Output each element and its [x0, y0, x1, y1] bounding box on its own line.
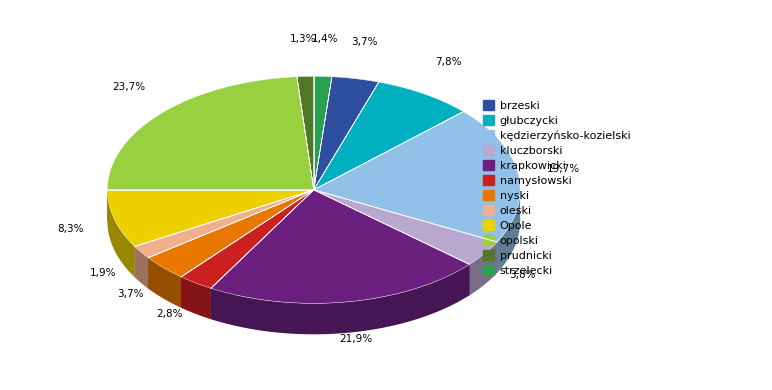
Polygon shape [148, 190, 313, 289]
Polygon shape [297, 76, 313, 190]
Polygon shape [313, 190, 469, 295]
Text: 3,7%: 3,7% [117, 289, 144, 299]
Polygon shape [181, 277, 211, 319]
Polygon shape [107, 190, 313, 221]
Polygon shape [313, 190, 469, 295]
Polygon shape [181, 190, 313, 308]
Text: 1,4%: 1,4% [312, 34, 338, 44]
Text: 1,3%: 1,3% [290, 34, 317, 44]
Polygon shape [135, 246, 148, 289]
Polygon shape [135, 190, 313, 277]
Polygon shape [313, 190, 497, 273]
Polygon shape [107, 190, 135, 277]
Polygon shape [148, 190, 313, 289]
Text: 1,9%: 1,9% [90, 268, 117, 278]
Polygon shape [211, 190, 469, 303]
Polygon shape [313, 76, 332, 190]
Polygon shape [211, 190, 313, 319]
Polygon shape [181, 190, 313, 308]
Polygon shape [181, 190, 313, 288]
Polygon shape [313, 190, 497, 264]
Text: 7,8%: 7,8% [435, 57, 462, 67]
Polygon shape [313, 77, 379, 190]
Legend: brzeski, głubczycki, kędzierzyńsko-kozielski, kluczborski, krapkowicki, namysłow: brzeski, głubczycki, kędzierzyńsko-kozie… [483, 100, 631, 276]
Text: 3,8%: 3,8% [509, 270, 535, 280]
Text: 21,9%: 21,9% [339, 334, 372, 344]
Text: 3,7%: 3,7% [351, 37, 378, 47]
Polygon shape [135, 190, 313, 277]
Polygon shape [107, 190, 313, 246]
Polygon shape [107, 77, 313, 190]
Polygon shape [148, 190, 313, 277]
Polygon shape [211, 190, 313, 319]
Polygon shape [135, 190, 313, 258]
Polygon shape [107, 190, 313, 221]
Polygon shape [148, 258, 181, 308]
Polygon shape [313, 82, 463, 190]
Text: 23,7%: 23,7% [112, 82, 145, 92]
Text: 8,3%: 8,3% [57, 224, 83, 234]
Polygon shape [313, 190, 497, 273]
Text: 2,8%: 2,8% [157, 309, 183, 319]
Polygon shape [211, 264, 469, 334]
Text: 19,7%: 19,7% [547, 163, 580, 174]
Polygon shape [469, 242, 497, 295]
Polygon shape [497, 192, 520, 273]
Polygon shape [313, 112, 520, 242]
